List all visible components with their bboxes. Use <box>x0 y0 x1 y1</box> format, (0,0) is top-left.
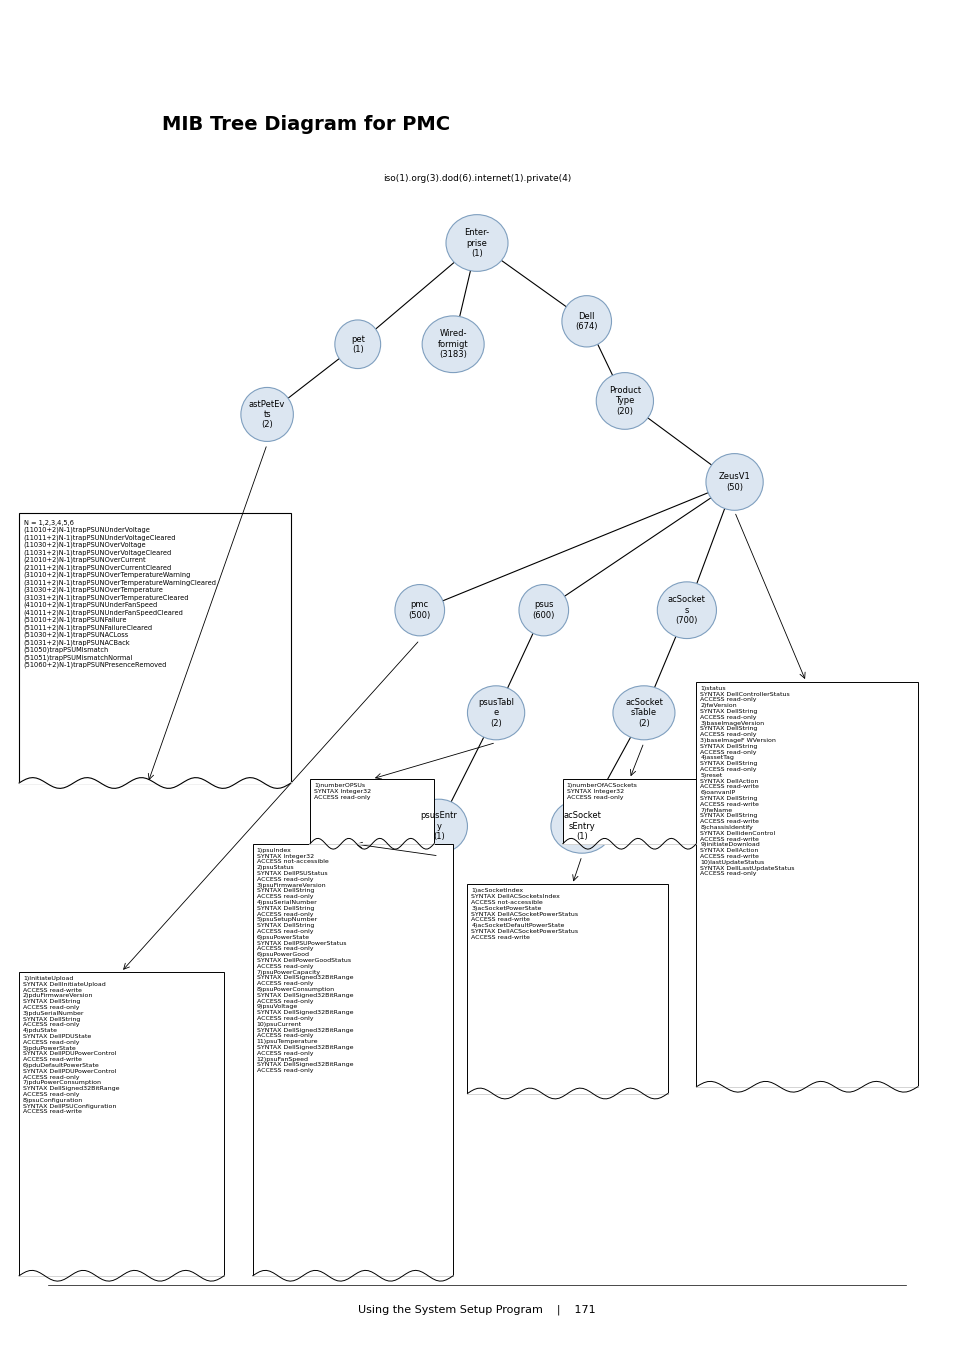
Text: ZeusV1
(50): ZeusV1 (50) <box>718 472 750 491</box>
Text: astPetEv
ts
(2): astPetEv ts (2) <box>249 400 285 429</box>
Text: Dell
(674): Dell (674) <box>575 312 598 331</box>
Ellipse shape <box>467 686 524 740</box>
Ellipse shape <box>596 373 653 429</box>
Text: 1)numberOPSUs
SYNTAX Integer32
ACCESS read-only: 1)numberOPSUs SYNTAX Integer32 ACCESS re… <box>314 783 371 799</box>
Text: Wired-
formigt
(3183): Wired- formigt (3183) <box>437 329 468 359</box>
Text: pet
(1): pet (1) <box>351 335 364 354</box>
Ellipse shape <box>657 582 716 639</box>
Text: psus
(600): psus (600) <box>532 601 555 620</box>
FancyBboxPatch shape <box>253 844 453 1276</box>
Text: acSocket
sEntry
(1): acSocket sEntry (1) <box>562 811 600 841</box>
FancyBboxPatch shape <box>19 972 224 1276</box>
Text: N = 1,2,3,4,5,6
(11010+2)N-1)trapPSUNUnderVoltage
(11011+2)N-1)trapPSUNUnderVolt: N = 1,2,3,4,5,6 (11010+2)N-1)trapPSUNUnd… <box>24 520 216 668</box>
Ellipse shape <box>421 316 483 373</box>
Ellipse shape <box>241 387 294 441</box>
Text: acSocket
sTable
(2): acSocket sTable (2) <box>624 698 662 728</box>
Ellipse shape <box>705 454 762 510</box>
Text: 1)status
SYNTAX DellControllerStatus
ACCESS read-only
2)fwVersion
SYNTAX DellStr: 1)status SYNTAX DellControllerStatus ACC… <box>700 686 794 876</box>
FancyBboxPatch shape <box>696 682 917 1087</box>
Ellipse shape <box>410 799 467 853</box>
Ellipse shape <box>551 799 612 853</box>
Text: 1)acSocketIndex
SYNTAX DellACSocketsIndex
ACCESS not-accessible
3)acSocketPowerS: 1)acSocketIndex SYNTAX DellACSocketsInde… <box>471 888 578 940</box>
Ellipse shape <box>395 585 444 636</box>
Text: Enter-
prise
(1): Enter- prise (1) <box>464 228 489 258</box>
Ellipse shape <box>561 296 611 347</box>
Text: Product
Type
(20): Product Type (20) <box>608 386 640 416</box>
Ellipse shape <box>612 686 674 740</box>
FancyBboxPatch shape <box>562 779 696 844</box>
Text: psusEntr
y
(1): psusEntr y (1) <box>420 811 456 841</box>
Text: acSocket
s
(700): acSocket s (700) <box>667 595 705 625</box>
Text: 1)numberOfACSockets
SYNTAX Integer32
ACCESS read-only: 1)numberOfACSockets SYNTAX Integer32 ACC… <box>566 783 637 799</box>
Ellipse shape <box>518 585 568 636</box>
Text: 1)psuIndex
SYNTAX Integer32
ACCESS not-accessible
2)psuStatus
SYNTAX DellPSUStat: 1)psuIndex SYNTAX Integer32 ACCESS not-a… <box>256 848 353 1073</box>
Ellipse shape <box>335 320 380 369</box>
Text: pmc
(500): pmc (500) <box>408 601 431 620</box>
Ellipse shape <box>445 215 507 271</box>
FancyBboxPatch shape <box>467 884 667 1094</box>
Text: MIB Tree Diagram for PMC: MIB Tree Diagram for PMC <box>162 115 450 134</box>
Text: iso(1).org(3).dod(6).internet(1).private(4): iso(1).org(3).dod(6).internet(1).private… <box>382 174 571 182</box>
FancyBboxPatch shape <box>19 513 291 783</box>
Text: psusTabl
e
(2): psusTabl e (2) <box>477 698 514 728</box>
Text: 1)InitiateUpload
SYNTAX DellInitiateUpload
ACCESS read-write
2)pduFirmwareVersio: 1)InitiateUpload SYNTAX DellInitiateUplo… <box>23 976 119 1115</box>
Text: Using the System Setup Program    |    171: Using the System Setup Program | 171 <box>357 1304 596 1315</box>
FancyBboxPatch shape <box>310 779 434 844</box>
